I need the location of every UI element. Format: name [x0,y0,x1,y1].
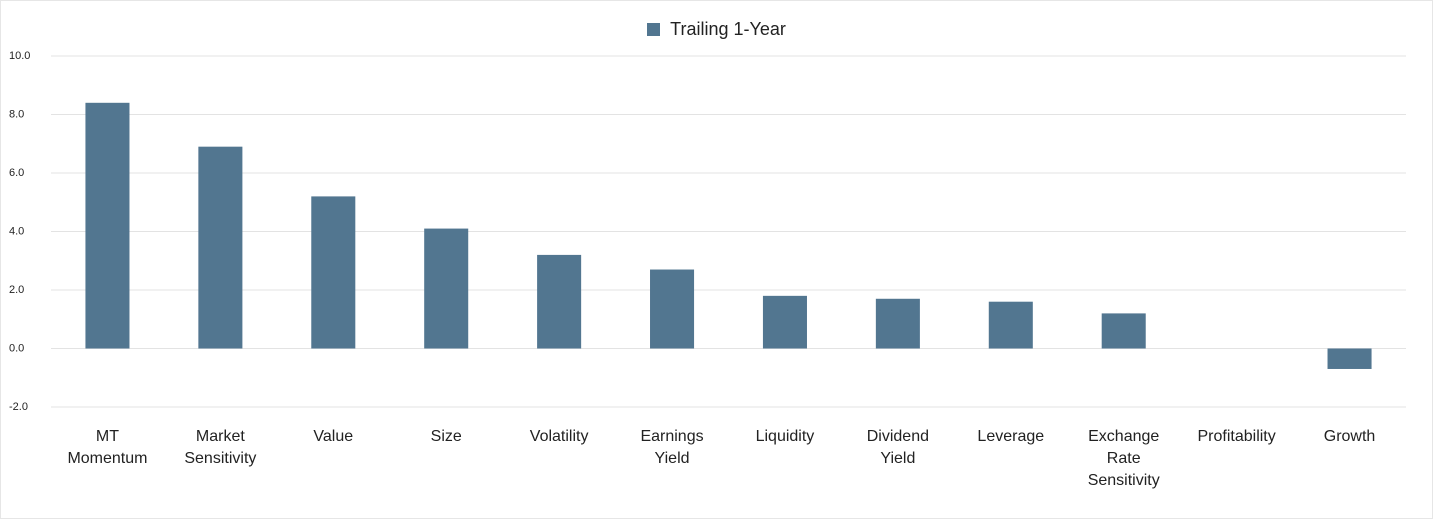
bar [650,269,695,349]
bar [875,298,920,349]
bar [1101,313,1146,349]
bar [1327,348,1372,369]
x-tick-label: Profitability [1197,428,1276,445]
y-tick-label: 6.0 [9,167,24,179]
x-tick-label: Size [430,428,462,445]
bar [988,301,1033,349]
x-tick-label: Dividend Yield [866,428,930,467]
bar [198,146,243,349]
legend-swatch [647,23,661,36]
x-tick-label: Exchange Rate Sensitivity [1087,428,1160,489]
bar [762,295,807,349]
bar [537,254,582,349]
y-tick-label: 10.0 [9,50,30,62]
bar [85,102,130,349]
y-tick-label: 0.0 [9,342,24,354]
x-tick-label: Market Sensitivity [184,428,257,467]
y-tick-label: 8.0 [9,108,24,120]
y-tick-label: 2.0 [9,284,24,296]
legend: Trailing 1-Year [1,19,1432,40]
bar [424,228,469,349]
x-tick-label: Growth [1323,428,1376,445]
x-tick-label: Value [313,428,354,445]
x-tick-label: Volatility [529,428,589,445]
x-tick-label: MT Momentum [67,428,148,467]
x-tick-label: Leverage [977,428,1045,445]
legend-label: Trailing 1-Year [670,19,786,39]
x-tick-label: Earnings Yield [640,428,704,467]
y-tick-label: -2.0 [9,401,28,413]
y-tick-label: 4.0 [9,225,24,237]
x-tick-label: Liquidity [755,428,815,445]
bar [311,196,356,349]
